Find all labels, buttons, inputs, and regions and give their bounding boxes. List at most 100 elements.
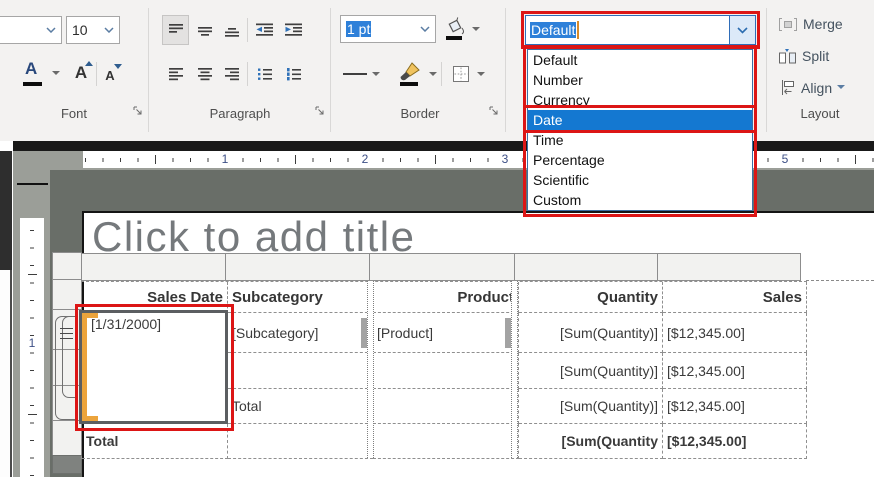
border-color-button[interactable] xyxy=(394,58,426,90)
title-placeholder[interactable]: Click to add title xyxy=(92,213,416,253)
text-caret xyxy=(577,21,580,39)
table-cell[interactable] xyxy=(373,353,519,389)
align-right-button[interactable] xyxy=(218,59,245,89)
merge-button[interactable]: Merge xyxy=(778,16,843,32)
bullets-button[interactable] xyxy=(250,59,279,89)
paragraph-dialog-launcher-icon[interactable] xyxy=(315,106,327,118)
table-cell[interactable]: Total xyxy=(82,424,228,459)
increase-indent-button[interactable] xyxy=(279,15,308,45)
line-style-button[interactable] xyxy=(340,59,370,89)
dropdown-item-default[interactable]: Default xyxy=(533,52,578,68)
row-handle[interactable] xyxy=(52,252,82,280)
border-dialog-launcher-icon[interactable] xyxy=(489,106,501,118)
table-cell[interactable] xyxy=(373,389,519,424)
align-label: Align xyxy=(801,79,833,96)
dropdown-item-percentage[interactable]: Percentage xyxy=(533,152,605,168)
window-separator-bar xyxy=(13,141,874,151)
font-size-combo[interactable]: 10 xyxy=(66,16,120,44)
chevron-down-icon[interactable] xyxy=(415,26,435,32)
number-format-combo[interactable]: Default xyxy=(525,15,756,45)
merge-icon xyxy=(778,17,798,32)
table-cell[interactable]: [$12,345.00] xyxy=(663,313,807,353)
align-button[interactable]: Align xyxy=(780,79,846,96)
combo-dropdown-button[interactable] xyxy=(729,16,755,44)
ruler-number: 5 xyxy=(778,151,792,168)
dropdown-item-number[interactable]: Number xyxy=(533,72,583,88)
ruler-number: 1 xyxy=(218,151,232,168)
chevron-down-icon[interactable] xyxy=(99,27,119,33)
table-cell[interactable]: Total xyxy=(228,389,373,424)
table-cell[interactable]: [$12,345.00] xyxy=(663,389,807,424)
number-format-value: Default xyxy=(530,22,577,38)
dropdown-item-time[interactable]: Time xyxy=(533,132,564,148)
row-handle[interactable] xyxy=(52,279,82,310)
fill-color-button[interactable] xyxy=(440,14,470,44)
number-format-dropdown-list: Default Number Currency Date Time Percen… xyxy=(527,49,753,211)
paragraph-group-label: Paragraph xyxy=(209,106,271,121)
table-cell[interactable]: [Subcategory] xyxy=(228,313,373,353)
selected-cell[interactable]: [1/31/2000] xyxy=(79,310,228,424)
table-cell[interactable]: [Product] xyxy=(373,313,519,353)
border-color-dropdown[interactable] xyxy=(427,63,439,85)
row-group-bracket xyxy=(62,316,75,398)
chevron-down-icon[interactable] xyxy=(41,27,61,33)
grow-font-button[interactable]: A xyxy=(68,57,94,89)
group-indicator-bar xyxy=(82,313,87,421)
align-top-button[interactable] xyxy=(162,15,189,45)
column-handle[interactable] xyxy=(369,253,515,281)
split-icon xyxy=(778,47,797,65)
header-cell[interactable]: Sales xyxy=(663,282,807,313)
align-middle-button[interactable] xyxy=(191,15,218,45)
header-cell[interactable]: Sales Date xyxy=(82,282,228,313)
shrink-font-button[interactable]: A xyxy=(98,60,122,90)
details-group-icon xyxy=(60,328,73,339)
grow-font-icon: A xyxy=(74,63,88,82)
column-handle[interactable] xyxy=(225,253,370,281)
borders-dropdown[interactable] xyxy=(475,63,487,85)
align-bottom-button[interactable] xyxy=(218,15,245,45)
selected-cell-value: [1/31/2000] xyxy=(91,316,162,332)
align-left-button[interactable] xyxy=(162,59,189,89)
table-row: [Sum(Quantity)] [$12,345.00] xyxy=(82,353,807,389)
table-cell[interactable]: [Sum(Quantity xyxy=(519,424,663,459)
table-cell[interactable] xyxy=(373,424,519,459)
dropdown-item-date[interactable]: Date xyxy=(528,110,752,130)
dropdown-item-custom[interactable]: Custom xyxy=(533,192,582,208)
table-cell[interactable]: [Sum(Quantity)] xyxy=(519,313,663,353)
dropdown-item-currency[interactable]: Currency xyxy=(533,92,590,108)
header-row: Sales Date Subcategory Product Quantity … xyxy=(82,282,807,313)
table-cell[interactable]: [$12,345.00] xyxy=(663,353,807,389)
font-color-button[interactable]: A xyxy=(20,57,50,89)
ruler-margin-marker xyxy=(17,183,48,185)
header-cell[interactable]: Quantity xyxy=(519,282,663,313)
column-handle[interactable] xyxy=(657,253,801,281)
layout-group-label: Layout xyxy=(800,106,840,121)
line-style-dropdown[interactable] xyxy=(370,63,382,85)
scrollbar-thumb[interactable] xyxy=(0,151,12,270)
dropdown-item-scientific[interactable]: Scientific xyxy=(533,172,590,188)
font-dialog-launcher-icon[interactable] xyxy=(133,106,145,118)
table-cell[interactable]: [$12,345.00] xyxy=(663,424,807,459)
align-icon xyxy=(780,79,796,96)
align-center-button[interactable] xyxy=(191,59,218,89)
fill-color-dropdown[interactable] xyxy=(470,18,482,40)
header-cell[interactable]: Product xyxy=(373,282,519,313)
column-handle[interactable] xyxy=(514,253,658,281)
font-size-value: 10 xyxy=(72,22,88,38)
numbering-button[interactable] xyxy=(279,59,308,89)
table-cell[interactable]: [Sum(Quantity)] xyxy=(519,389,663,424)
decrease-indent-button[interactable] xyxy=(250,15,279,45)
column-handle[interactable] xyxy=(80,253,226,281)
table-cell[interactable] xyxy=(228,424,373,459)
table-cell[interactable]: [Sum(Quantity)] xyxy=(519,353,663,389)
border-width-combo[interactable]: 1 pt xyxy=(340,15,436,43)
table-cell[interactable] xyxy=(228,353,373,389)
font-color-dropdown[interactable] xyxy=(50,62,62,84)
split-button[interactable]: Split xyxy=(778,47,829,65)
font-name-combo[interactable] xyxy=(0,16,62,44)
group-indicator-bar xyxy=(82,416,98,421)
row-handle[interactable] xyxy=(52,420,82,456)
group-adorner xyxy=(361,318,367,348)
header-cell[interactable]: Subcategory xyxy=(228,282,373,313)
borders-button[interactable] xyxy=(447,59,475,89)
